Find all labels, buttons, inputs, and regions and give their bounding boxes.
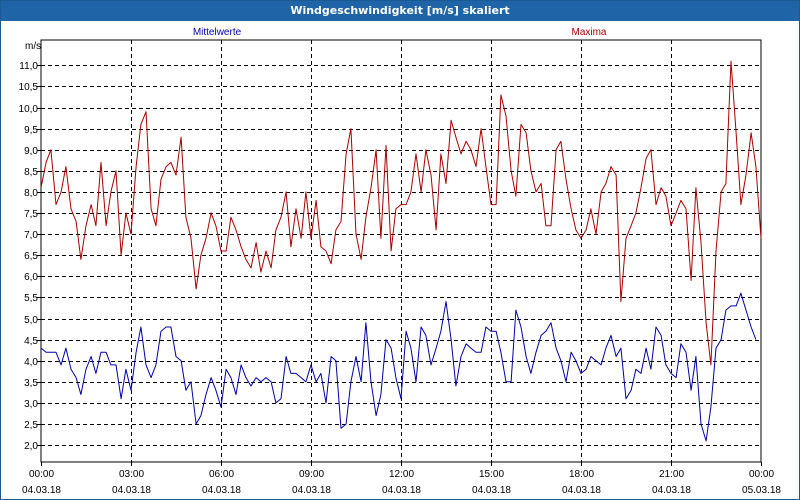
window-title: Windgeschwindigkeit [m/s] skaliert [1, 1, 799, 21]
y-tick-label: 8,5 [24, 167, 38, 178]
x-tick-time: 00:00 [749, 469, 774, 480]
y-tick-label: 7,5 [24, 209, 38, 220]
x-tick-date: 04.03.18 [472, 485, 511, 496]
y-tick-label: 8,0 [24, 188, 38, 199]
x-tick-date: 04.03.18 [112, 485, 151, 496]
x-tick-date: 05.03.18 [742, 485, 781, 496]
x-tick-date: 04.03.18 [292, 485, 331, 496]
y-tick-label: 10,0 [19, 104, 39, 115]
legend-maxima: Maxima [571, 27, 606, 38]
y-tick-label: 2,0 [24, 441, 38, 452]
x-tick-time: 21:00 [659, 469, 684, 480]
y-tick-label: 3,0 [24, 399, 38, 410]
y-tick-label: 2,5 [24, 420, 38, 431]
y-axis-ticks: 2,0 2,5 3,0 3,5 4,0 4,5 5,0 5,5 6,0 6,5 7,0 7,5 8,0 8… [19, 61, 41, 452]
x-tick-time: 12:00 [389, 469, 414, 480]
series-layer [40, 60, 762, 442]
y-tick-label: 5,0 [24, 315, 38, 326]
y-tick-label: 9,0 [24, 146, 38, 157]
x-tick-date: 04.03.18 [22, 485, 61, 496]
x-axis-ticks: 00:00 04.03.18 03:00 04.03.18 06:00 04.03.18 0… [22, 462, 781, 496]
grid-layer [40, 39, 762, 463]
x-tick-time: 06:00 [209, 469, 234, 480]
x-tick-time: 03:00 [119, 469, 144, 480]
x-tick-time: 09:00 [299, 469, 324, 480]
x-tick-time: 00:00 [29, 469, 54, 480]
x-tick-date: 04.03.18 [202, 485, 241, 496]
y-tick-label: 3,5 [24, 378, 38, 389]
y-tick-label: 5,5 [24, 293, 38, 304]
series-line-maxima [40, 60, 762, 366]
x-tick-date: 04.03.18 [382, 485, 421, 496]
y-tick-label: 10,5 [19, 82, 39, 93]
y-axis-unit-label: m/s [25, 41, 41, 52]
y-tick-label: 9,5 [24, 125, 38, 136]
y-tick-label: 4,0 [24, 357, 38, 368]
wind-speed-chart: 2,0 2,5 3,0 3,5 4,0 4,5 5,0 5,5 6,0 6,5 7,0 7,5 8,0 8… [19, 27, 782, 496]
y-tick-label: 6,5 [24, 251, 38, 262]
y-tick-label: 7,0 [24, 230, 38, 241]
x-tick-time: 18:00 [569, 469, 594, 480]
x-tick-date: 04.03.18 [652, 485, 691, 496]
y-tick-label: 6,0 [24, 272, 38, 283]
legend-mittelwerte: Mittelwerte [193, 27, 242, 38]
legend: Mittelwerte Maxima [193, 27, 607, 38]
series-line-mittelwerte [40, 292, 757, 442]
x-tick-time: 15:00 [479, 469, 504, 480]
x-tick-date: 04.03.18 [562, 485, 601, 496]
y-tick-label: 4,5 [24, 336, 38, 347]
y-tick-label: 11,0 [19, 61, 38, 72]
